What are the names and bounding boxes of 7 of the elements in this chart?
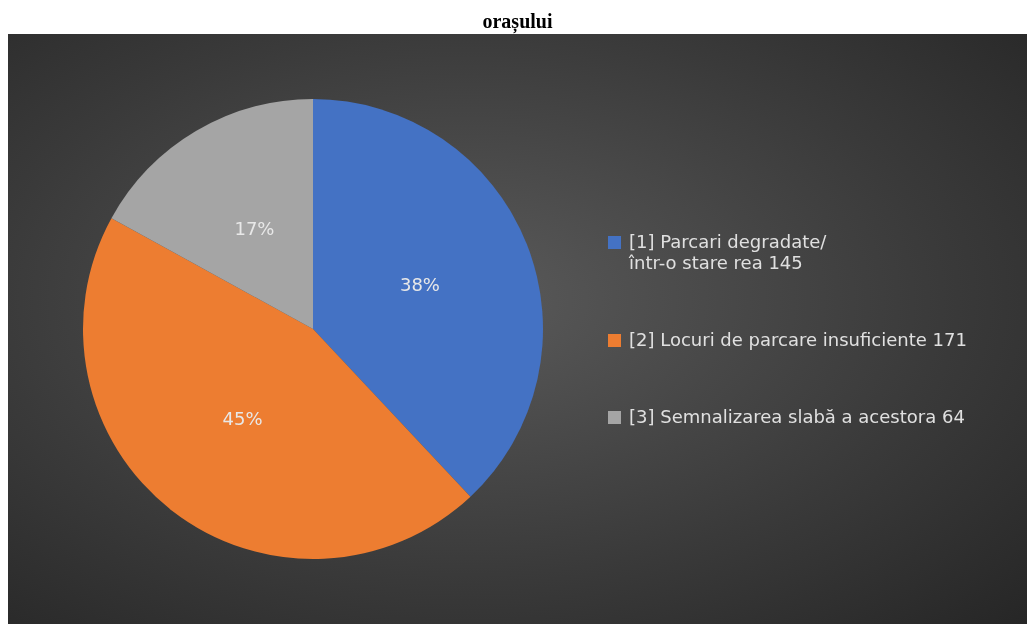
data-label: 17% (234, 217, 275, 239)
data-label: 38% (399, 274, 440, 296)
data-label: 45% (222, 407, 263, 429)
legend-label: [1] Parcari degradate/ într-o stare rea 145 (629, 231, 828, 273)
legend-label: [3] Semnalizarea slabă a acestora 64 (629, 406, 965, 427)
legend-label: [2] Locuri de parcare insuficiente 171 (629, 329, 967, 350)
chart-title: orașului (481, 9, 554, 34)
